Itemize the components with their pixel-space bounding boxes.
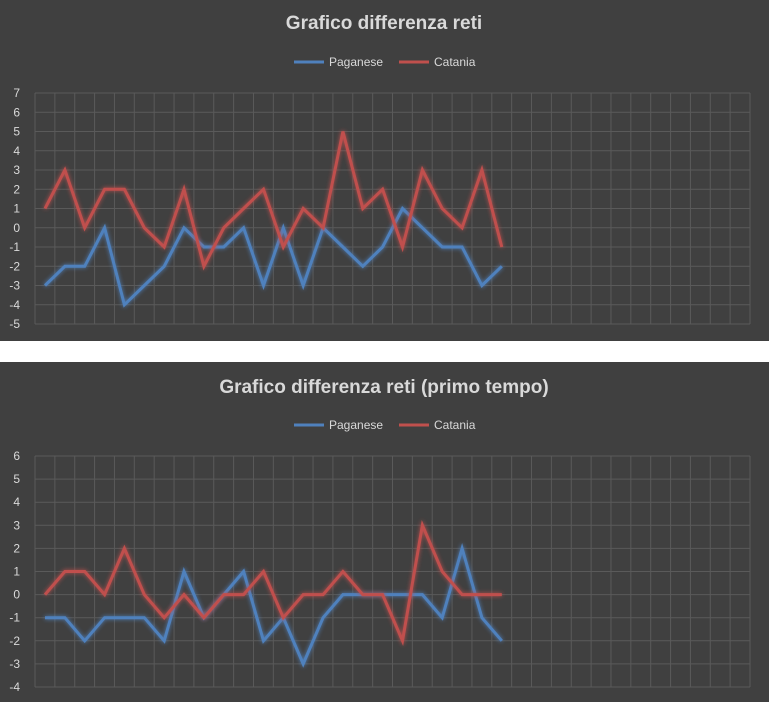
y-tick-label: 3: [13, 518, 20, 532]
legend-entry-paganese: Paganese: [294, 418, 383, 432]
y-tick-label: 5: [13, 125, 20, 139]
y-tick-label: 2: [13, 182, 20, 196]
legend-entry-catania: Catania: [399, 418, 476, 432]
legend-label-paganese: Paganese: [329, 55, 383, 69]
y-tick-label: -1: [9, 240, 20, 254]
y-tick-label: -5: [9, 317, 20, 331]
chart-overall: Grafico differenza reti Paganese Catania 7 6…: [9, 13, 751, 331]
series-line-paganese: [45, 542, 503, 668]
y-tick-label: 0: [13, 588, 20, 602]
y-tick-label: -2: [9, 634, 20, 648]
chart-title: Grafico differenza reti: [286, 13, 482, 34]
series-line-paganese: [43, 206, 503, 308]
chart-panel-first-half: Grafico differenza reti (primo tempo) Pag…: [0, 362, 769, 702]
series-line-catania: [43, 131, 504, 271]
y-tick-label: 4: [13, 495, 20, 509]
grid: [34, 455, 751, 688]
y-tick-label: -4: [9, 680, 20, 694]
y-tick-label: 5: [13, 472, 20, 486]
chart-panel-overall: Grafico differenza reti Paganese Catania 7 6…: [0, 0, 769, 341]
y-tick-label: -3: [9, 657, 20, 671]
y-tick-label: 1: [13, 565, 20, 579]
chart-title: Grafico differenza reti (primo tempo): [219, 377, 548, 398]
y-tick-label: 2: [13, 541, 20, 555]
y-tick-label: -3: [9, 279, 20, 293]
y-tick-label: -1: [9, 611, 20, 625]
legend-label-paganese: Paganese: [329, 418, 383, 432]
legend-label-catania: Catania: [434, 55, 476, 69]
grid: [34, 92, 751, 325]
y-tick-label: -2: [9, 259, 20, 273]
legend-label-catania: Catania: [434, 418, 476, 432]
legend-entry-catania: Catania: [399, 55, 476, 69]
series-line-catania: [43, 520, 502, 647]
y-tick-label: 4: [13, 144, 20, 158]
y-tick-label: -4: [9, 298, 20, 312]
legend-entry-paganese: Paganese: [294, 55, 383, 69]
y-tick-label: 6: [13, 105, 20, 119]
y-tick-label: 0: [13, 221, 20, 235]
y-tick-label: 6: [13, 449, 20, 463]
y-tick-label: 1: [13, 202, 20, 216]
y-tick-label: 7: [13, 86, 20, 100]
chart-first-half: Grafico differenza reti (primo tempo) Pag…: [9, 377, 751, 694]
y-tick-label: 3: [13, 163, 20, 177]
